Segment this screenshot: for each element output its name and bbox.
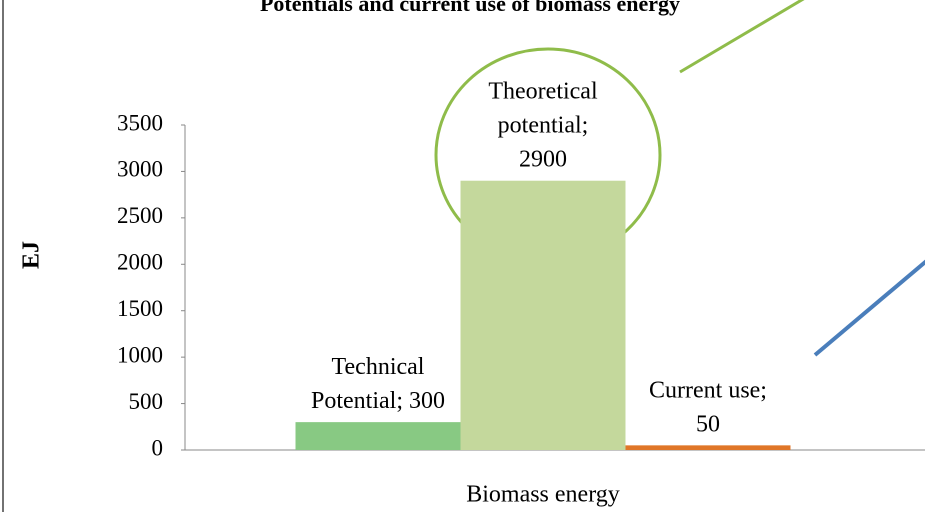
y-tick-label: 500: [129, 389, 164, 414]
data-label: Theoretical potential; 2900: [488, 78, 598, 172]
data-label: Current use; 50: [649, 377, 767, 437]
callout-line: [679, 0, 805, 74]
x-tick-label: Biomass energy: [466, 482, 620, 508]
bar: [460, 180, 626, 450]
bar: [295, 422, 461, 450]
y-tick-label: 2000: [117, 250, 163, 275]
y-tick-label: 1000: [117, 342, 163, 367]
data-label: Technical Potential; 300: [311, 354, 445, 414]
y-tick-label: 2500: [117, 203, 163, 228]
bar: [625, 445, 791, 450]
y-tick-label: 3000: [117, 157, 163, 182]
chart-title: Potentials and current use of biomass en…: [260, 0, 680, 16]
arrow-line: [813, 259, 925, 357]
y-tick-label: 0: [152, 435, 164, 460]
y-axis-title: EJ: [19, 241, 45, 269]
y-tick-label: 3500: [117, 110, 163, 135]
y-tick-label: 1500: [117, 296, 163, 321]
